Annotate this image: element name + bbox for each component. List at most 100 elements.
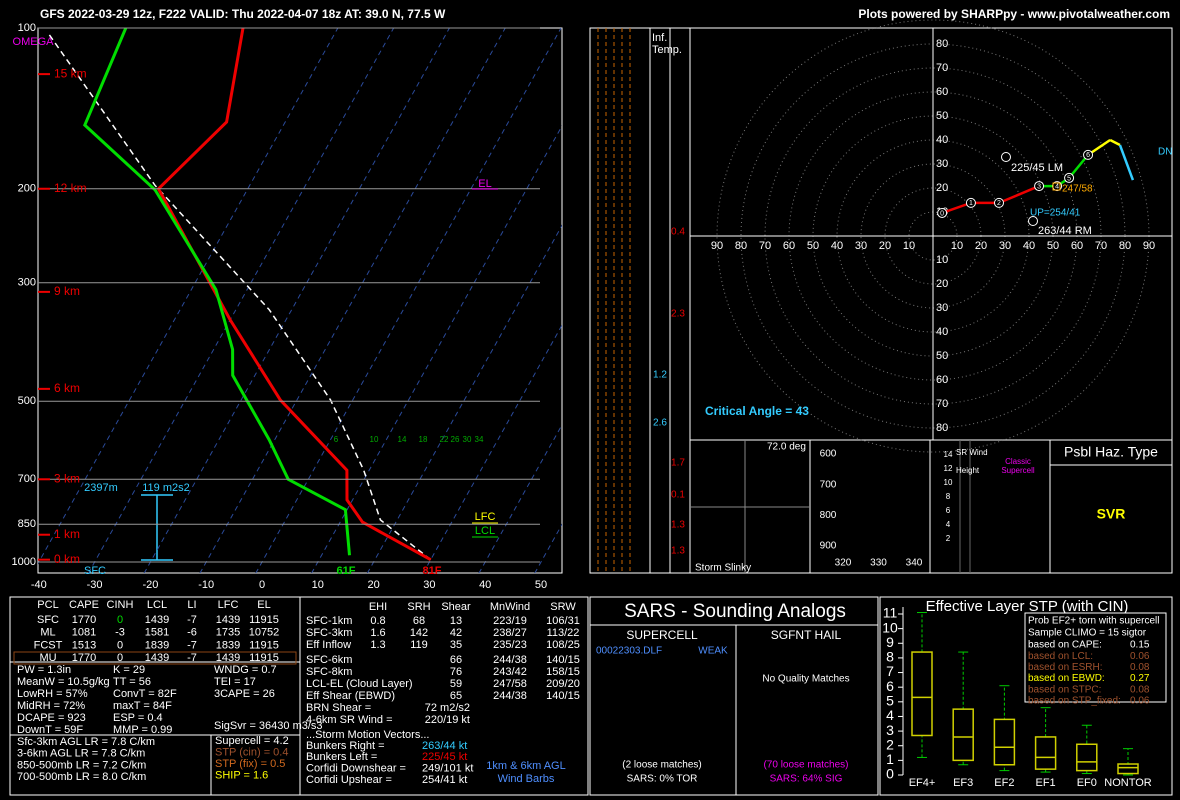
hodo-tick-label: 40: [831, 240, 843, 252]
hodo-km-label: 0: [940, 210, 944, 217]
table-cell: 140/15: [546, 690, 580, 702]
hodo-tick-label: 20: [879, 240, 891, 252]
hodo-tick-label: 50: [807, 240, 819, 252]
table-cell: SFC-8km: [306, 666, 352, 678]
sars-heading: SUPERCELL: [626, 628, 698, 642]
y-tick-label: 300: [18, 277, 36, 289]
skewt-plot: [38, 28, 562, 573]
legend-text: Sample CLIMO = 15 sigtor: [1028, 628, 1147, 639]
hodo-marker: [994, 197, 1004, 208]
table-cell: 59: [450, 678, 462, 690]
x-tick-label: EF4+: [909, 777, 936, 789]
table-cell: SFC-6km: [306, 654, 352, 666]
inferred-value: 0.1: [671, 490, 685, 501]
height-label: 12 km: [54, 181, 87, 195]
index: DownT = 59F: [17, 724, 83, 736]
hodo-tick-label: 30: [936, 302, 948, 314]
height-label: 3 km: [54, 471, 80, 485]
table-cell: SFC-3km: [306, 627, 352, 639]
index: LowRH = 57%: [17, 688, 88, 700]
x-tick-label: NONTOR: [1104, 777, 1152, 789]
sars-heading: SGFNT HAIL: [771, 628, 842, 642]
hodo-tick-label: 10: [903, 240, 915, 252]
hodo-tick-label: 80: [936, 38, 948, 50]
slinky-title: Storm Slinky: [695, 563, 751, 574]
table-cell: 243/42: [493, 666, 527, 678]
table-cell: 1735: [216, 627, 240, 639]
composite-index: STP (cin) = 0.4: [215, 746, 288, 758]
legend-text: based on ESRH:: [1028, 662, 1103, 673]
sr-type: Classic: [1005, 457, 1031, 466]
table-cell: SFC-1km: [306, 615, 352, 627]
y-tick-label: 2: [946, 534, 951, 543]
y-tick-label: 850: [18, 518, 36, 530]
hodo-tick-label: 70: [936, 398, 948, 410]
kin-value: 254/41 kt: [422, 774, 467, 786]
hodo-label: 247/58: [1062, 184, 1093, 195]
table-cell: -6: [187, 627, 197, 639]
hodo-tick-label: 20: [936, 182, 948, 194]
barb-note: 1km & 6km AGL: [486, 760, 565, 772]
hodo-segment: [998, 184, 1040, 205]
skewt-label: 2397m: [84, 482, 118, 494]
kin-value: 72 m2/s2: [425, 702, 470, 714]
x-tick-label: EF2: [994, 777, 1014, 789]
isotherm: [255, 28, 562, 573]
y-tick-label: 100: [18, 22, 36, 34]
y-tick-label: 3: [886, 722, 894, 738]
table-cell: 68: [413, 615, 425, 627]
y-tick-label: 7: [886, 663, 894, 679]
y-tick-label: 12: [944, 464, 953, 473]
lm-marker: [1001, 152, 1011, 162]
table-header: MnWind: [490, 601, 530, 613]
table-header: LFC: [218, 599, 239, 611]
table-cell: Eff Shear (EBWD): [306, 690, 395, 702]
mixing-ratio-label: 6: [334, 435, 339, 444]
hodo-tick-label: 20: [936, 278, 948, 290]
table-cell: 247/58: [493, 678, 527, 690]
table-cell: LCL-EL (Cloud Layer): [306, 678, 413, 690]
table-cell: 1770: [72, 614, 96, 626]
hodo-tick-label: 40: [936, 134, 948, 146]
hodo-tick-label: 70: [759, 240, 771, 252]
table-cell: 11915: [249, 652, 279, 664]
mixing-ratio-label: 10: [370, 435, 379, 444]
y-tick-label: 1: [886, 751, 894, 767]
slinky-crosshair: [690, 440, 810, 573]
table-cell: 66: [450, 654, 462, 666]
y-tick-label: 2: [886, 736, 894, 752]
mu-highlight: [13, 651, 297, 665]
hodo-km-label: 1: [969, 200, 973, 207]
table-cell: 1581: [145, 627, 169, 639]
y-tick-label: 800: [820, 510, 837, 521]
height-label: 9 km: [54, 284, 80, 298]
height-label: 15 km: [54, 66, 87, 80]
hodo-tick-label: 30: [855, 240, 867, 252]
hodo-segment: [941, 201, 972, 215]
legend-text: based on EBWD:: [1028, 673, 1105, 684]
lapse-rate: 3-6km AGL LR = 7.8 C/km: [17, 748, 145, 760]
table-header: LCL: [147, 599, 167, 611]
isotherm: [143, 28, 450, 573]
table-header: Shear: [441, 601, 471, 613]
y-tick-label: 600: [820, 449, 837, 460]
y-tick-label: 6: [946, 506, 951, 515]
x-tick-label: 330: [870, 558, 887, 569]
y-tick-label: 1000: [12, 556, 36, 568]
table-cell: 142: [410, 627, 428, 639]
y-tick-label: 4: [946, 520, 951, 529]
x-tick-label: -20: [142, 579, 158, 591]
table-header: EHI: [369, 601, 387, 613]
lapse-rate: 850-500mb LR = 7.2 C/km: [17, 759, 146, 771]
isotherm: [366, 224, 562, 573]
hodo-tick-label: 40: [936, 326, 948, 338]
legend-text: based on STP_fixed:: [1028, 696, 1121, 707]
hodo-tick-label: 80: [936, 422, 948, 434]
y-tick-label: 8: [886, 649, 894, 665]
index: TT = 56: [113, 676, 151, 688]
table-cell: 140/15: [546, 654, 580, 666]
x-tick-label: -40: [31, 579, 47, 591]
x-tick-label: EF3: [953, 777, 973, 789]
table-cell: 1513: [72, 639, 96, 651]
index: ConvT = 82F: [113, 688, 177, 700]
